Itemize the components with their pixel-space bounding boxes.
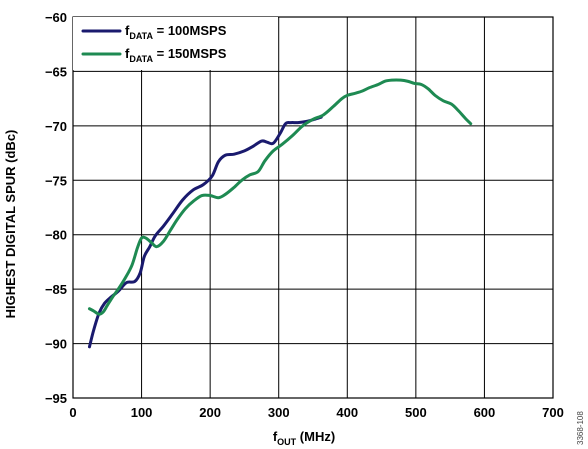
- x-tick-label: 200: [199, 405, 221, 420]
- y-tick-label: −60: [45, 10, 67, 25]
- figure-number: 3368-108: [576, 411, 585, 445]
- legend-label-150msps: fDATA = 150MSPS: [125, 46, 227, 64]
- x-tick-label: 500: [405, 405, 427, 420]
- y-tick-label: −90: [45, 337, 67, 352]
- series-lines: [87, 78, 473, 349]
- x-axis-label: fOUT (MHz): [273, 429, 335, 447]
- plot-border: [72, 16, 554, 399]
- y-axis-label: HIGHEST DIGITAL SPUR (dBc): [3, 130, 18, 319]
- y-tick-label: −75: [45, 173, 67, 188]
- y-tick-label: −70: [45, 119, 67, 134]
- y-tick-label: −95: [45, 391, 67, 406]
- x-tick-label: 0: [69, 405, 76, 420]
- series-line-100msps: [87, 115, 323, 349]
- x-tick-label: 600: [474, 405, 496, 420]
- y-tick-label: −80: [45, 228, 67, 243]
- y-tick-label: −85: [45, 282, 67, 297]
- x-tick-label: 700: [542, 405, 564, 420]
- legend-label-100msps: fDATA = 100MSPS: [125, 23, 227, 41]
- series-line-150msps: [87, 78, 473, 316]
- grid-lines: [72, 16, 554, 399]
- x-tick-label: 100: [131, 405, 153, 420]
- x-tick-label: 400: [336, 405, 358, 420]
- y-tick-label: −65: [45, 64, 67, 79]
- x-tick-label: 300: [268, 405, 290, 420]
- tick-labels: 0 100 200 300 400 500 600 700 −60 −65 −70 −75 −80 −85…: [45, 10, 564, 420]
- legend: fDATA = 100MSPS fDATA = 150MSPS: [73, 17, 278, 70]
- legend-background: [73, 17, 278, 70]
